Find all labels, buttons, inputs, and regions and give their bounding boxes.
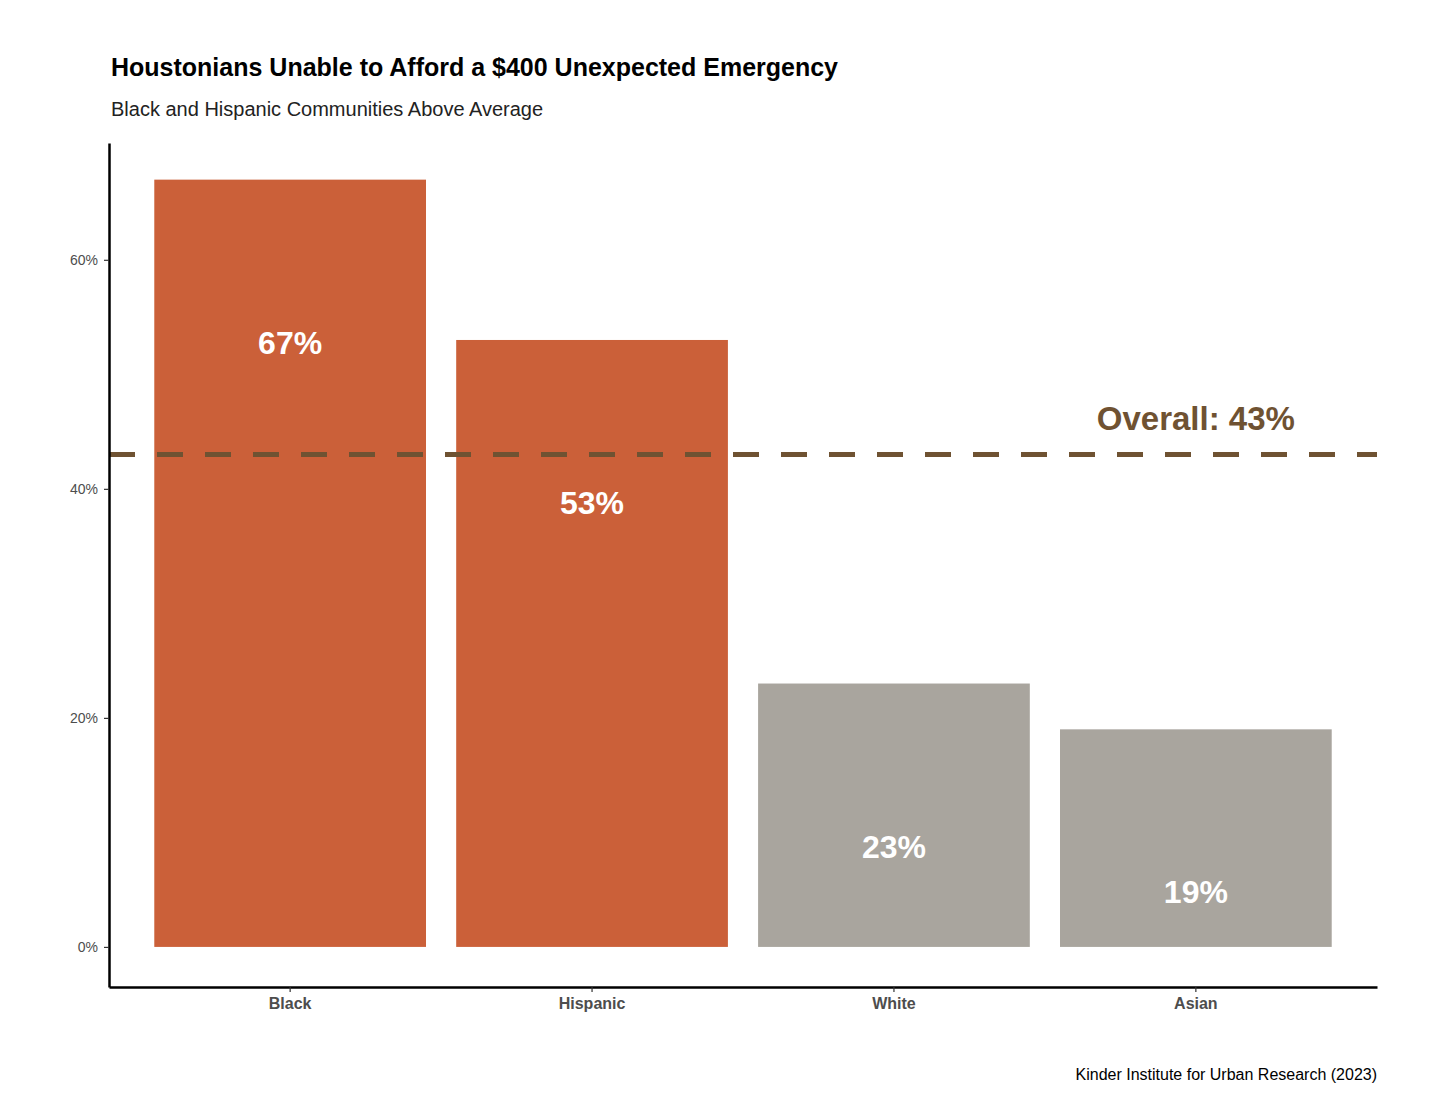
reference-line [109,452,1377,457]
y-tick: 60% [70,252,109,268]
data-labels: 67% 53% 23% 19% [258,325,1228,911]
bar [154,180,426,947]
subtitle: Black and Hispanic Communities Above Ave… [111,98,543,120]
y-tick: 20% [70,710,109,726]
data-label: 19% [1164,874,1228,910]
data-label: 23% [862,829,926,865]
x-tick-mark [893,987,894,992]
title: Houstonians Unable to Afford a $400 Unex… [111,53,838,81]
x-tick-mark [290,987,291,992]
x-tick-label: Asian [1174,995,1218,1012]
y-tick: 40% [70,481,109,497]
data-label: 53% [560,485,624,521]
x-tick: Hispanic [559,987,626,1012]
x-tick-label: Black [269,995,312,1012]
y-tick-label: 20% [70,710,98,726]
y-tick-mark [104,260,109,261]
x-tick: Black [269,987,312,1012]
x-tick-label: Hispanic [559,995,626,1012]
x-tick-mark [591,987,592,992]
plot-area [109,180,1377,947]
y-tick-label: 40% [70,481,98,497]
x-tick-label: White [872,995,916,1012]
x-tick-mark [1195,987,1196,992]
x-axis: Black Hispanic White Asian [110,987,1378,1012]
y-tick-mark [104,947,109,948]
x-tick: Asian [1174,987,1218,1012]
x-tick: White [872,987,916,1012]
y-tick-label: 0% [78,939,98,955]
data-label: 67% [258,325,322,361]
caption: Kinder Institute for Urban Research (202… [1076,1066,1377,1083]
x-axis-line [110,986,1378,989]
bar [758,684,1030,947]
bar [456,340,728,947]
y-tick-mark [104,489,109,490]
y-axis: 0% 20% 40% 60% [70,144,110,988]
chart: Houstonians Unable to Afford a $400 Unex… [0,0,1444,1104]
y-axis-line [108,144,111,988]
y-tick-mark [104,718,109,719]
bar [1060,729,1332,947]
y-tick-label: 60% [70,252,98,268]
y-tick: 0% [78,939,109,955]
reference-label: Overall: 43% [1097,400,1295,437]
